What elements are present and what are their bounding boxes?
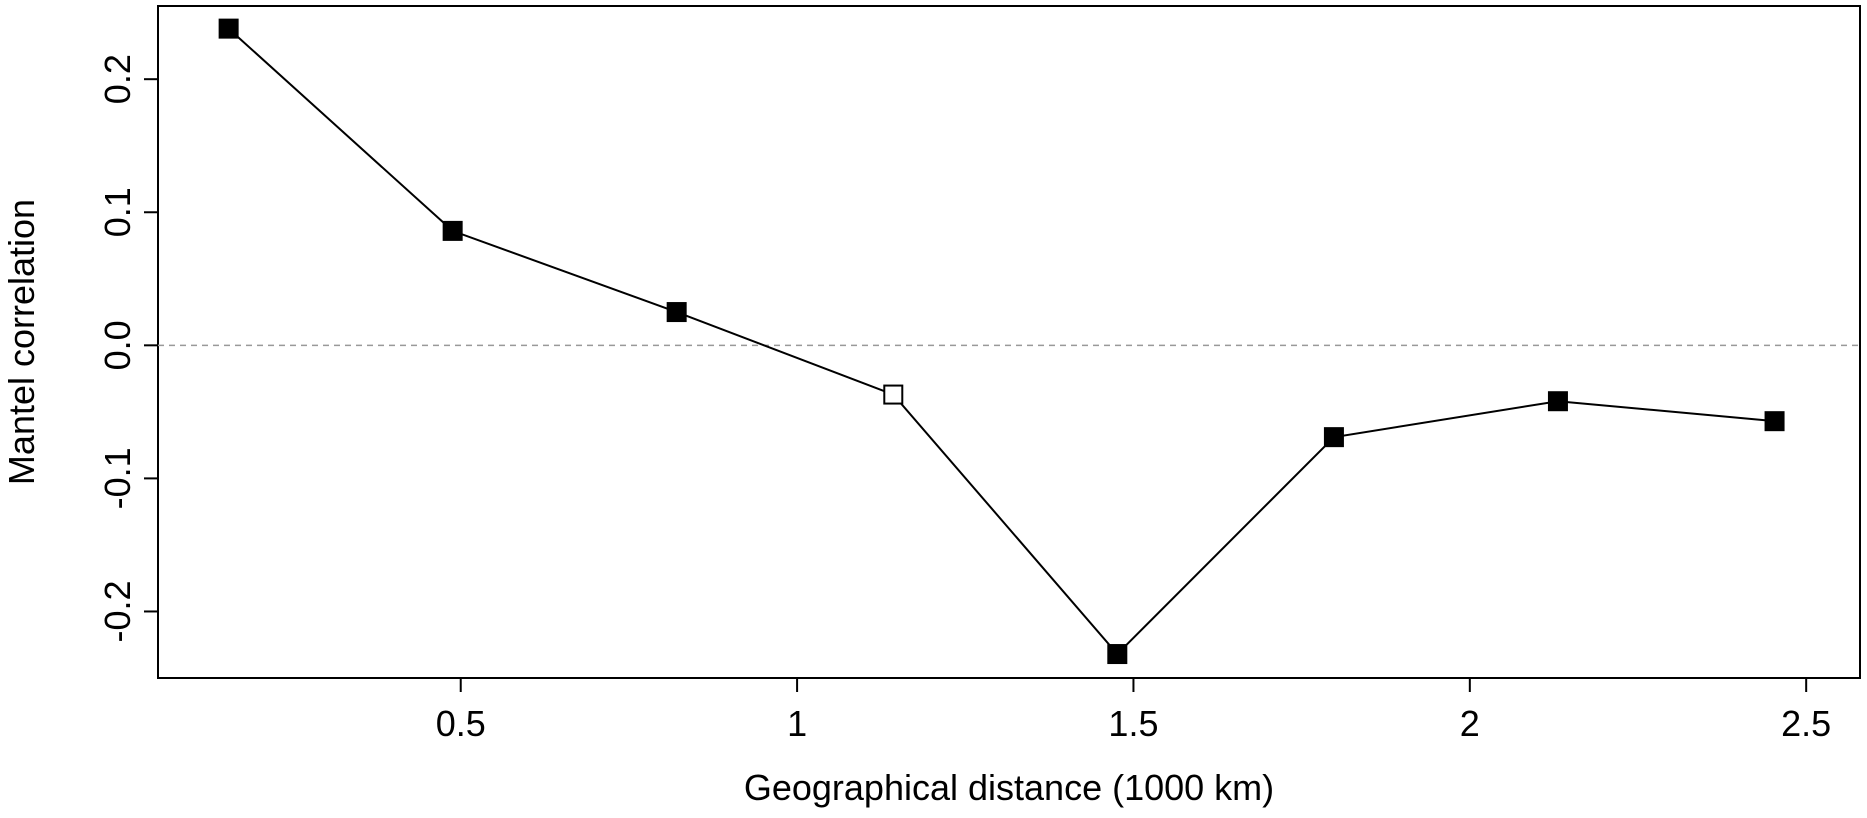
y-tick-label: 0.0 (97, 320, 138, 370)
data-point-significant (1323, 427, 1344, 448)
data-point-significant (218, 18, 239, 39)
data-point-significant (1547, 391, 1568, 412)
data-point-significant (1107, 644, 1128, 665)
data-points (218, 18, 1785, 665)
y-tick-label: 0.2 (97, 54, 138, 104)
y-axis: 0.2 0.1 0.0 -0.1 -0.2 (97, 54, 158, 642)
data-point-significant (442, 220, 463, 241)
x-tick-label: 1.5 (1108, 703, 1158, 744)
series-line (227, 27, 1775, 656)
x-tick-label: 0.5 (436, 703, 486, 744)
x-tick-label: 2.5 (1781, 703, 1831, 744)
data-point-nonsignificant (883, 384, 904, 405)
x-tick-label: 2 (1460, 703, 1480, 744)
y-tick-label: -0.1 (97, 447, 138, 509)
y-tick-label: 0.1 (97, 187, 138, 237)
y-axis-title: Mantel correlation (1, 199, 42, 485)
data-point-significant (666, 302, 687, 323)
y-tick-label: -0.2 (97, 580, 138, 642)
x-tick-label: 1 (787, 703, 807, 744)
plot-frame (157, 5, 1861, 679)
x-axis-title: Geographical distance (1000 km) (744, 767, 1274, 808)
data-point-significant (1764, 411, 1785, 432)
x-axis: 0.5 1 1.5 2 2.5 (436, 678, 1831, 744)
